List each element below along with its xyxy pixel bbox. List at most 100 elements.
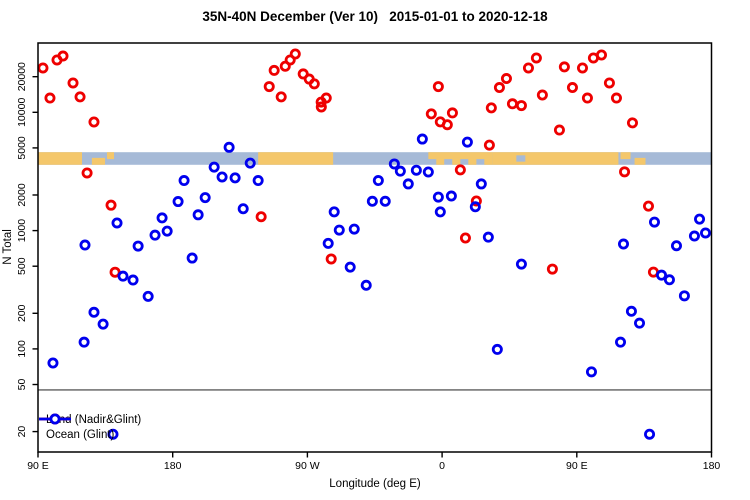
data-point-ocean — [445, 190, 457, 202]
latitude-band-land-segment — [492, 152, 619, 165]
data-point-ocean — [625, 305, 637, 317]
y-tick-label: 100 — [16, 340, 28, 358]
y-tick-label: 20 — [16, 426, 28, 438]
data-point-land — [74, 91, 86, 103]
data-point-ocean — [229, 172, 241, 184]
data-point-ocean — [491, 343, 503, 355]
data-point-land — [536, 89, 548, 101]
data-point-ocean — [700, 227, 712, 239]
data-point-land — [81, 167, 93, 179]
legend-label-land: Land (Nadir&Glint) — [46, 414, 142, 426]
data-point-ocean — [132, 240, 144, 252]
x-axis-title: Longitude (deg E) — [329, 478, 421, 490]
data-point-ocean — [88, 306, 100, 318]
data-point-ocean — [656, 269, 668, 281]
chart-title: 35N-40N December (Ver 10) 2015-01-01 to … — [202, 9, 548, 24]
latitude-band-land-segment — [452, 157, 461, 165]
data-point-land — [67, 77, 79, 89]
x-tick-label: 0 — [439, 460, 445, 472]
legend-symbol-ocean-icon — [39, 413, 71, 425]
data-point-land — [642, 200, 654, 212]
data-point-ocean — [237, 203, 249, 215]
latitude-band-land-segment — [428, 152, 493, 160]
data-point-ocean — [678, 290, 690, 302]
data-point-ocean — [333, 224, 345, 236]
data-point-ocean — [379, 195, 391, 207]
latitude-band-land-segment — [91, 157, 106, 165]
x-tick-label: 180 — [164, 460, 182, 472]
data-point-land — [483, 139, 495, 151]
data-point-ocean — [482, 231, 494, 243]
data-point-land — [546, 263, 558, 275]
data-point-land — [88, 116, 100, 128]
data-point-ocean — [79, 239, 91, 251]
y-tick-label: 1000 — [16, 219, 28, 243]
data-point-ocean — [111, 217, 123, 229]
data-point-ocean — [644, 428, 656, 440]
data-point-ocean — [127, 274, 139, 286]
data-point-land — [315, 101, 327, 113]
x-tick-label: 90 E — [27, 460, 49, 472]
latitude-band-land-segment — [106, 152, 115, 160]
data-point-land — [425, 108, 437, 120]
data-point-ocean — [156, 212, 168, 224]
data-point-ocean — [97, 318, 109, 330]
data-point-land — [459, 232, 471, 244]
data-point-land — [595, 49, 607, 61]
data-point-ocean — [694, 213, 706, 225]
data-point-land — [493, 82, 505, 94]
data-point-ocean — [394, 165, 406, 177]
data-point-ocean — [469, 201, 481, 213]
latitude-band-ocean-patch — [516, 155, 526, 162]
data-point-ocean — [223, 141, 235, 153]
latitude-band-land-segment — [258, 152, 334, 165]
latitude-band-land-segment — [38, 152, 83, 165]
data-point-land — [581, 92, 593, 104]
data-point-ocean — [192, 209, 204, 221]
data-point-land — [626, 117, 638, 129]
data-point-land — [446, 107, 458, 119]
data-point-land — [553, 124, 565, 136]
y-tick-label: 200 — [16, 304, 28, 322]
data-point-land — [255, 211, 267, 223]
latitude-band-land-segment — [634, 157, 646, 165]
data-point-land — [325, 253, 337, 265]
data-point-ocean — [617, 238, 629, 250]
data-point-ocean — [416, 133, 428, 145]
data-point-ocean — [670, 240, 682, 252]
data-point-ocean — [585, 366, 597, 378]
data-point-ocean — [208, 161, 220, 173]
data-point-ocean — [149, 229, 161, 241]
data-point-ocean — [688, 230, 700, 242]
data-point-land — [441, 119, 453, 131]
data-point-ocean — [615, 336, 627, 348]
y-tick-label: 20000 — [16, 62, 28, 91]
plot-frame — [37, 42, 713, 453]
data-point-ocean — [648, 216, 660, 228]
y-tick-label: 50 — [16, 379, 28, 391]
data-point-land — [576, 62, 588, 74]
data-point-ocean — [199, 192, 211, 204]
data-point-land — [275, 91, 287, 103]
data-point-ocean — [186, 252, 198, 264]
data-point-ocean — [366, 195, 378, 207]
data-point-land — [432, 81, 444, 93]
data-point-ocean — [47, 357, 59, 369]
data-point-ocean — [515, 258, 527, 270]
data-point-land — [109, 266, 121, 278]
data-point-ocean — [422, 166, 434, 178]
data-point-ocean — [328, 206, 340, 218]
data-point-ocean — [322, 237, 334, 249]
data-point-ocean — [172, 196, 184, 208]
data-point-land — [44, 92, 56, 104]
data-point-ocean — [107, 428, 119, 440]
data-point-land — [37, 62, 49, 74]
data-point-ocean — [402, 178, 414, 190]
data-point-land — [515, 100, 527, 112]
x-tick-label: 180 — [703, 460, 721, 472]
data-point-ocean — [252, 175, 264, 187]
data-point-land — [566, 82, 578, 94]
data-point-land — [454, 164, 466, 176]
